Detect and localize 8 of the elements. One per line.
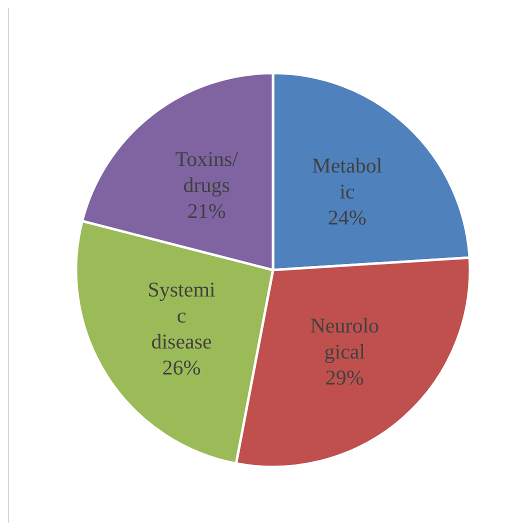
slice-label: Neurological — [310, 314, 380, 364]
slice-label: Systemic disease — [148, 277, 216, 354]
data-label: 21% — [187, 198, 226, 223]
slice-label: Metabolic — [312, 153, 382, 204]
data-label: 24% — [328, 205, 366, 230]
data-label: 26% — [162, 355, 201, 380]
data-label: 29% — [325, 366, 364, 390]
slice-label: Toxins/drugs — [175, 146, 238, 197]
